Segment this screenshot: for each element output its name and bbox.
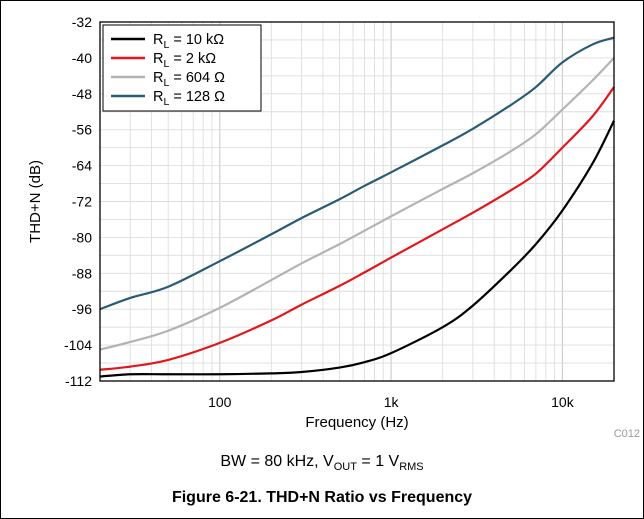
y-tick-label: -112	[65, 373, 92, 389]
test-condition: BW = 80 kHz, VOUT = 1 VRMS	[0, 453, 644, 473]
y-tick-label: -40	[72, 50, 92, 66]
x-tick-label: 1k	[384, 394, 400, 410]
chart-series-lines	[99, 36, 615, 378]
condition-rms-sub: RMS	[399, 461, 424, 474]
y-tick-label: -56	[72, 122, 92, 138]
legend-entry-0: RL = 10 kΩ	[153, 32, 224, 51]
y-tick-labels: -32 -40 -48 -56 -64 -72 -80 -88 -96 -104 -112	[64, 14, 92, 389]
y-axis-label: THD+N (dB)	[27, 160, 44, 243]
x-tick-labels: 100 1k 10k	[208, 394, 575, 410]
y-tick-label: -48	[72, 86, 92, 102]
plot-area-border	[99, 21, 615, 382]
condition-mid: = 1 V	[356, 453, 400, 470]
y-tick-label: -88	[72, 265, 92, 281]
legend-entry-2: RL = 604 Ω	[153, 70, 225, 89]
series-line-1	[99, 86, 615, 371]
series-line-0	[99, 120, 615, 378]
y-tick-label: -72	[72, 194, 92, 210]
figure-code: C012	[614, 428, 640, 440]
series-line-2	[99, 57, 615, 351]
x-tick-label: 10k	[551, 394, 575, 410]
chart-grid	[100, 21, 614, 382]
y-tick-label: -80	[72, 229, 92, 245]
legend-entry-3: RL = 128 Ω	[153, 89, 225, 108]
y-tick-label: -96	[72, 301, 92, 317]
y-tick-label: -104	[64, 337, 92, 353]
legend-entry-1: RL = 2 kΩ	[153, 51, 216, 70]
figure-caption: Figure 6-21. THD+N Ratio vs Frequency	[171, 489, 473, 506]
x-tick-label: 100	[208, 394, 232, 410]
condition-bw: BW = 80 kHz, V	[220, 453, 334, 470]
y-tick-label: -32	[72, 14, 92, 30]
condition-vout-sub: OUT	[333, 461, 357, 474]
x-axis-label: Frequency (Hz)	[305, 414, 408, 431]
thd-vs-frequency-chart: -32-40-48-56-64-72-80-88-96-104-112 100 1…	[27, 14, 640, 440]
series-line-3	[99, 36, 615, 311]
y-tick-label: -64	[72, 158, 92, 174]
